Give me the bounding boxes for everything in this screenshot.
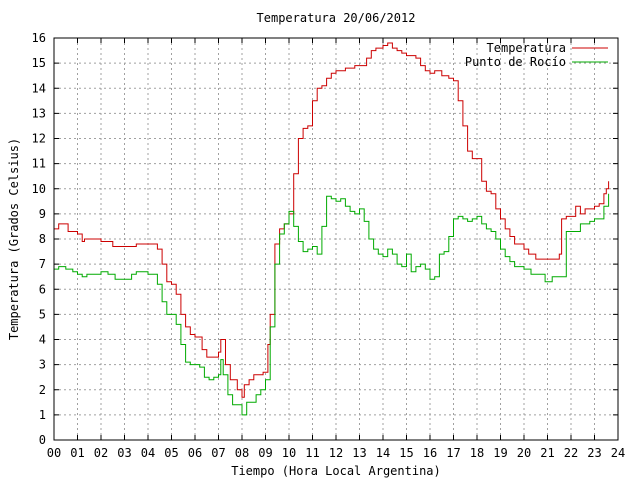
y-axis-label: Temperatura (Grados Celsius): [7, 138, 21, 340]
x-tick-label: 22: [564, 446, 578, 460]
x-tick-label: 06: [188, 446, 202, 460]
series-line-temperatura: [54, 42, 610, 398]
y-tick-label: 3: [39, 358, 46, 372]
y-tick-label: 10: [32, 182, 46, 196]
chart-title: Temperatura 20/06/2012: [257, 11, 416, 25]
grid: [54, 38, 618, 440]
x-tick-label: 10: [282, 446, 296, 460]
x-tick-labels: 00 01 02 03 04 05 06 07 08 09 10 11 12 13 14 15 16 17 18 19…: [47, 446, 625, 460]
x-tick-label: 07: [211, 446, 225, 460]
y-tick-label: 5: [39, 307, 46, 321]
y-tick-label: 15: [32, 56, 46, 70]
y-tick-label: 1: [39, 408, 46, 422]
y-tick-label: 14: [32, 81, 46, 95]
x-tick-label: 24: [611, 446, 625, 460]
x-tick-label: 04: [141, 446, 155, 460]
series-lines: [54, 42, 610, 416]
legend: Temperatura Punto de Rocío: [465, 41, 608, 69]
axis-ticks: [53, 37, 619, 441]
series-line-punto-de-rocio: [54, 193, 610, 416]
legend-label-temperatura: Temperatura: [487, 41, 566, 55]
x-tick-label: 00: [47, 446, 61, 460]
x-tick-label: 20: [517, 446, 531, 460]
x-tick-label: 14: [376, 446, 390, 460]
y-tick-label: 12: [32, 132, 46, 146]
y-tick-label: 2: [39, 383, 46, 397]
y-tick-label: 4: [39, 333, 46, 347]
x-tick-label: 13: [352, 446, 366, 460]
x-tick-label: 17: [446, 446, 460, 460]
y-tick-label: 13: [32, 106, 46, 120]
y-tick-label: 8: [39, 232, 46, 246]
x-tick-label: 02: [94, 446, 108, 460]
x-tick-label: 23: [587, 446, 601, 460]
x-tick-label: 15: [399, 446, 413, 460]
x-tick-label: 19: [493, 446, 507, 460]
y-tick-label: 11: [32, 157, 46, 171]
x-tick-label: 03: [117, 446, 131, 460]
y-tick-label: 9: [39, 207, 46, 221]
x-tick-label: 16: [423, 446, 437, 460]
x-tick-label: 11: [305, 446, 319, 460]
x-tick-label: 01: [70, 446, 84, 460]
x-tick-label: 05: [164, 446, 178, 460]
y-tick-label: 16: [32, 31, 46, 45]
y-tick-label: 7: [39, 257, 46, 271]
x-tick-label: 18: [470, 446, 484, 460]
x-tick-label: 09: [258, 446, 272, 460]
x-axis-label: Tiempo (Hora Local Argentina): [231, 464, 441, 478]
x-tick-label: 12: [329, 446, 343, 460]
y-tick-label: 6: [39, 282, 46, 296]
x-tick-label: 08: [235, 446, 249, 460]
x-tick-label: 21: [540, 446, 554, 460]
y-tick-label: 0: [39, 433, 46, 447]
legend-label-punto-de-rocio: Punto de Rocío: [465, 55, 566, 69]
